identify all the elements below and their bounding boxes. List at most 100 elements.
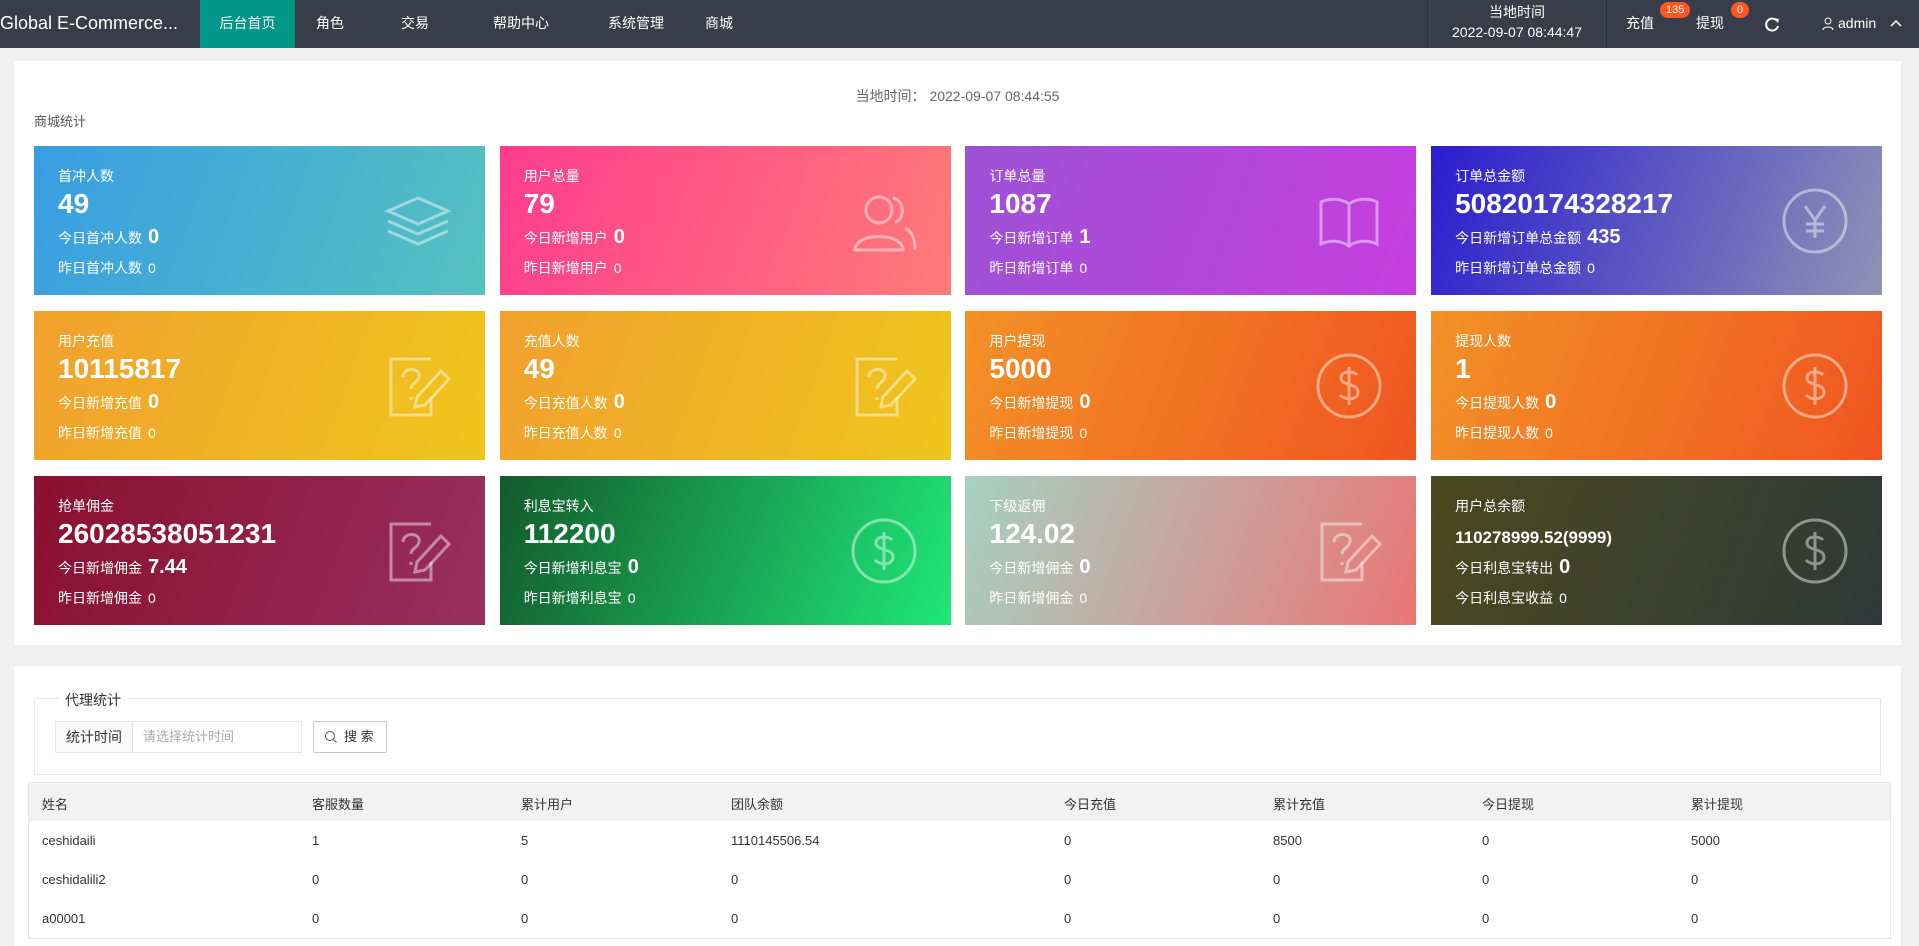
card-icon [851, 518, 917, 584]
line-value: 0 [613, 391, 625, 413]
stat-card: 用户总余额 110278999.52(9999) 今日利息宝转出 0 今日利息宝收益 0 [1431, 476, 1883, 625]
table-header: 累计提现 [1691, 797, 1744, 812]
withdraw-link[interactable]: 提现 [1696, 15, 1724, 31]
card-line: 昨日新增佣金 0 [58, 588, 156, 608]
line-label: 昨日提现人数 [1455, 425, 1540, 441]
logo[interactable]: Global E-Commerce... [0, 13, 179, 33]
table-header-bg [28, 782, 1891, 823]
card-value: 110278999.52(9999) [1455, 528, 1613, 547]
line-value: 0 [613, 425, 622, 441]
stat-card: 订单总金额 50820174328217 今日新增订单总金额 435 昨日新增订单总金额… [1431, 146, 1883, 295]
card-value: 26028538051231 [58, 518, 277, 549]
line-label: 今日新增佣金 [989, 560, 1074, 576]
card-icon [1782, 518, 1848, 584]
line-label: 昨日新增订单总金额 [1455, 260, 1582, 276]
nav-item[interactable]: 角色 [316, 15, 344, 31]
card-title: 首冲人数 [58, 168, 114, 184]
line-value: 0 [148, 260, 156, 276]
stat-card: 利息宝转入 112200 今日新增利息宝 0 昨日新增利息宝 0 [499, 476, 951, 625]
table-header: 今日提现 [1482, 797, 1535, 812]
table-cell: 1 [312, 833, 320, 848]
card-title: 充值人数 [523, 333, 580, 349]
card-value: 1 [1455, 353, 1471, 384]
card-line: 昨日新增用户 0 [524, 258, 622, 278]
card-line: 今日新增订单总金额 435 [1455, 226, 1620, 249]
card-line: 今日首冲人数 0 [58, 226, 159, 249]
card-title: 订单总金额 [1455, 168, 1526, 184]
table-cell: 0 [1064, 872, 1072, 887]
stat-card: 用户充值 10115817 今日新增充值 0 昨日新增充值 0 [34, 311, 485, 460]
card-icon [1782, 188, 1848, 254]
line-label: 昨日新增充值 [58, 425, 142, 441]
line-label: 昨日新增提现 [989, 425, 1074, 441]
nav-item[interactable]: 系统管理 [608, 15, 664, 31]
line-label: 今日新增订单 [989, 230, 1074, 246]
table-cell: 1110145506.54 [731, 833, 820, 848]
card-line: 今日新增充值 0 [58, 391, 159, 414]
table-cell: 0 [1691, 911, 1699, 926]
line-value: 0 [1079, 391, 1091, 413]
line-label: 今日首冲人数 [58, 230, 142, 246]
line-value: 0 [1079, 260, 1088, 276]
card-title: 用户总余额 [1455, 498, 1526, 514]
table-row [28, 821, 1891, 861]
line-value: 0 [148, 226, 160, 248]
table-cell: 0 [1273, 872, 1281, 887]
card-line: 昨日提现人数 0 [1455, 423, 1553, 443]
line-label: 昨日新增利息宝 [523, 590, 622, 606]
time-box: 当地时间 2022-09-07 08:44:47 [1427, 0, 1607, 48]
card-title: 订单总量 [989, 168, 1046, 184]
table-cell: ceshidaili [42, 833, 96, 848]
nav-item[interactable]: 帮助中心 [493, 15, 549, 31]
card-icon [389, 357, 452, 417]
table-cell: 5000 [1691, 833, 1720, 848]
table-cell: 0 [731, 911, 739, 926]
line-label: 今日新增用户 [523, 230, 608, 246]
stat-card: 首冲人数 49 今日首冲人数 0 昨日首冲人数 0 [34, 146, 485, 295]
line-label: 今日充值人数 [523, 395, 608, 411]
line-label: 昨日新增用户 [523, 260, 608, 276]
card-line: 今日充值人数 0 [524, 391, 625, 414]
refresh-icon[interactable] [1765, 16, 1781, 32]
filter-label: 统计时间 [55, 721, 133, 753]
search-button[interactable]: 搜 索 [313, 721, 387, 753]
recharge-link[interactable]: 充值 [1626, 15, 1654, 31]
table-cell: 8500 [1273, 833, 1302, 848]
nav-item[interactable]: 后台首页 [200, 0, 295, 48]
section-title: 商城统计 [34, 114, 87, 129]
line-value: 0 [1545, 391, 1557, 413]
date-input[interactable]: 请选择统计时间 [132, 721, 302, 753]
card-icon [1319, 197, 1379, 248]
card-value: 1087 [989, 188, 1052, 219]
card-value: 112200 [523, 518, 616, 549]
card-line: 今日新增利息宝 0 [524, 556, 639, 579]
line-value: 0 [1587, 260, 1595, 276]
line-value: 0 [148, 590, 156, 606]
user-name[interactable]: admin [1838, 15, 1877, 31]
card-line: 昨日新增订单总金额 0 [1455, 258, 1595, 278]
card-title: 用户总量 [523, 168, 580, 184]
nav-item[interactable]: 交易 [401, 15, 429, 31]
table-cell: 0 [1273, 911, 1281, 926]
line-value: 0 [627, 556, 639, 578]
table-row [28, 860, 1891, 900]
filter-fieldset: 代理统计 统计时间 请选择统计时间 搜 索 [34, 690, 1881, 775]
line-label: 今日新增佣金 [58, 560, 142, 576]
card-line: 昨日新增提现 0 [989, 423, 1087, 443]
card-line: 昨日首冲人数 0 [58, 258, 156, 278]
table-cell: 0 [312, 872, 320, 887]
stat-card: 下级返佣 124.02 今日新增佣金 0 昨日新增佣金 0 [965, 476, 1417, 625]
card-value: 5000 [989, 353, 1052, 384]
card-line: 昨日充值人数 0 [524, 423, 622, 443]
table-cell: 0 [1064, 833, 1072, 848]
card-value: 49 [58, 188, 90, 219]
nav-item[interactable]: 商城 [705, 15, 733, 31]
card-icon [1316, 353, 1382, 419]
card-icon [855, 357, 917, 417]
card-line: 昨日新增利息宝 0 [524, 588, 636, 608]
table-cell: ceshidalili2 [42, 872, 106, 887]
stat-card: 用户总量 79 今日新增用户 0 昨日新增用户 0 [499, 146, 951, 295]
card-value: 49 [523, 353, 555, 384]
line-value: 0 [148, 391, 160, 413]
